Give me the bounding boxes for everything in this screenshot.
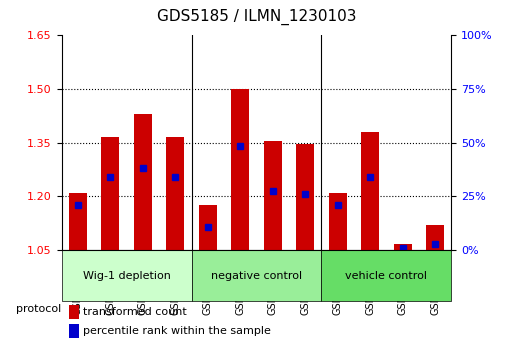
Bar: [264, 141, 282, 250]
Text: percentile rank within the sample: percentile rank within the sample: [83, 326, 271, 336]
Text: GDS5185 / ILMN_1230103: GDS5185 / ILMN_1230103: [157, 8, 356, 25]
Text: vehicle control: vehicle control: [345, 270, 427, 280]
Bar: [297, 144, 314, 250]
Text: protocol: protocol: [16, 304, 62, 314]
Bar: [166, 137, 184, 250]
Bar: [361, 132, 379, 250]
Text: transformed count: transformed count: [83, 307, 187, 317]
Bar: [102, 137, 119, 250]
Bar: [231, 89, 249, 250]
Bar: [69, 324, 79, 338]
Bar: [62, 250, 191, 301]
Bar: [134, 114, 152, 250]
Bar: [69, 305, 79, 319]
Bar: [191, 250, 322, 301]
Text: Wig-1 depletion: Wig-1 depletion: [83, 270, 170, 280]
Bar: [199, 205, 216, 250]
Text: negative control: negative control: [211, 270, 302, 280]
Bar: [426, 225, 444, 250]
Bar: [329, 193, 347, 250]
Bar: [69, 193, 87, 250]
Bar: [322, 250, 451, 301]
Bar: [394, 244, 411, 250]
